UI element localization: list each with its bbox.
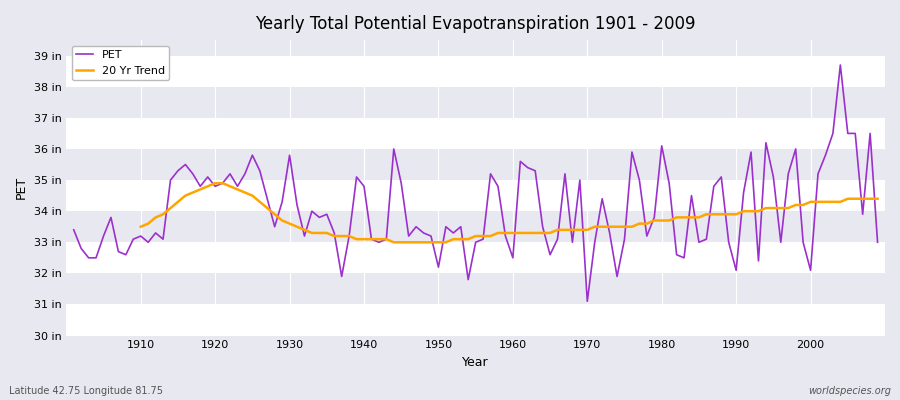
20 Yr Trend <box>210 181 220 186</box>
Y-axis label: PET: PET <box>15 176 28 200</box>
Line: 20 Yr Trend: 20 Yr Trend <box>140 183 877 242</box>
PET <box>500 234 511 238</box>
20 Yr Trend <box>135 224 146 229</box>
Legend: PET, 20 Yr Trend: PET, 20 Yr Trend <box>72 46 169 80</box>
Bar <box>67 211 885 242</box>
Line: PET: PET <box>74 65 878 301</box>
X-axis label: Year: Year <box>463 356 489 369</box>
20 Yr Trend <box>314 230 325 235</box>
PET <box>872 240 883 245</box>
Text: Latitude 42.75 Longitude 81.75: Latitude 42.75 Longitude 81.75 <box>9 386 163 396</box>
Bar <box>67 118 885 149</box>
20 Yr Trend <box>827 200 838 204</box>
Bar <box>67 56 885 87</box>
PET <box>292 202 302 207</box>
PET <box>508 256 518 260</box>
20 Yr Trend <box>389 240 400 245</box>
PET <box>337 274 347 279</box>
Bar <box>67 273 885 304</box>
PET <box>835 62 846 67</box>
Bar <box>67 149 885 180</box>
Title: Yearly Total Potential Evapotranspiration 1901 - 2009: Yearly Total Potential Evapotranspiratio… <box>256 15 696 33</box>
Bar <box>67 87 885 118</box>
20 Yr Trend <box>284 221 295 226</box>
20 Yr Trend <box>530 230 541 235</box>
20 Yr Trend <box>850 196 860 201</box>
Bar <box>67 180 885 211</box>
PET <box>604 230 615 235</box>
PET <box>128 237 139 242</box>
Bar <box>67 242 885 273</box>
20 Yr Trend <box>590 224 600 229</box>
PET <box>68 228 79 232</box>
Bar <box>67 304 885 336</box>
Text: worldspecies.org: worldspecies.org <box>808 386 891 396</box>
20 Yr Trend <box>872 196 883 201</box>
PET <box>582 299 593 304</box>
